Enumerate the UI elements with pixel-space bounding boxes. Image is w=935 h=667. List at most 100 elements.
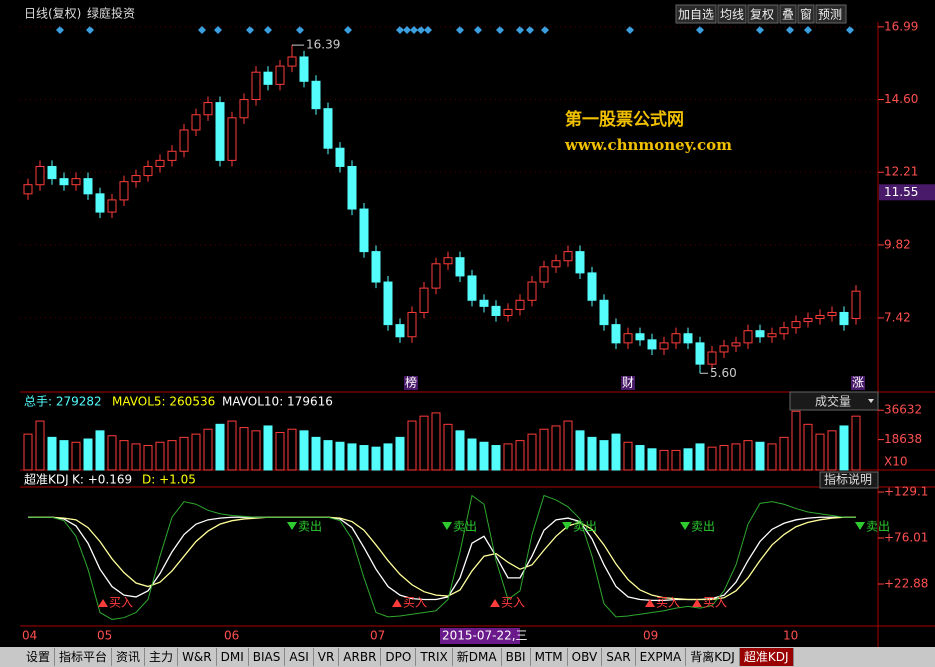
event-diamond xyxy=(410,26,418,34)
event-diamond xyxy=(56,26,64,34)
candle-body xyxy=(659,342,669,350)
indicator-tab[interactable]: BIAS xyxy=(249,648,286,666)
event-diamond xyxy=(417,26,425,34)
event-tag-bg xyxy=(621,376,635,390)
header-button[interactable]: 均线 xyxy=(720,8,744,22)
volume-bar xyxy=(119,440,129,471)
volume-bar xyxy=(83,438,93,471)
header-button[interactable]: 叠 xyxy=(782,8,794,22)
indicator-tab[interactable]: 主力 xyxy=(145,648,179,666)
candle-body xyxy=(491,305,501,316)
indicator-tab[interactable]: 设置 xyxy=(22,648,56,666)
volume-bar xyxy=(635,445,645,471)
volume-bar xyxy=(287,428,297,471)
header-button-bg xyxy=(675,4,717,24)
indicator-tab[interactable]: SAR xyxy=(602,648,636,666)
candle-body xyxy=(623,333,633,344)
volume-bar xyxy=(647,448,657,471)
event-tag-bg xyxy=(851,376,865,390)
kdj-k: K: +0.169 xyxy=(72,473,132,487)
candle-body xyxy=(47,165,57,180)
candle-body xyxy=(407,311,417,338)
volume-bar xyxy=(299,430,309,471)
volume-bar xyxy=(779,436,789,471)
volume-bar xyxy=(191,433,201,471)
volume-bar xyxy=(479,441,489,471)
volume-bar xyxy=(467,438,477,471)
volume-bar xyxy=(767,443,777,471)
candle-body xyxy=(419,287,429,313)
candle-body xyxy=(191,114,201,131)
indicator-tab[interactable]: EXPMA xyxy=(636,648,687,666)
volume-bar xyxy=(563,420,573,471)
event-tag: 榜 xyxy=(405,375,417,390)
header-button[interactable]: 预测 xyxy=(818,8,842,22)
buy-arrow xyxy=(392,599,402,607)
volume-bar xyxy=(347,443,357,471)
volume-bar xyxy=(827,430,837,471)
indicator-tab[interactable]: MTM xyxy=(531,648,568,666)
buy-label: 买入 xyxy=(703,596,727,610)
indicator-tab[interactable]: TRIX xyxy=(416,648,453,666)
watermark-url: www.chnmoney.com xyxy=(564,136,732,154)
price-tick-label: 12.21 xyxy=(884,165,918,179)
candle-body xyxy=(23,184,33,195)
candle-body xyxy=(515,299,525,310)
indicator-tab[interactable]: 新DMA xyxy=(453,648,502,666)
indicator-tab[interactable]: ASI xyxy=(285,648,314,666)
candle-body xyxy=(707,351,717,365)
event-diamond xyxy=(424,26,432,34)
candle-body xyxy=(551,260,561,268)
volume-bar xyxy=(23,433,33,471)
candle-body xyxy=(155,159,165,167)
event-diamond xyxy=(456,26,464,34)
candle-body xyxy=(683,333,693,344)
volume-bar xyxy=(215,423,225,471)
volume-bar xyxy=(251,430,261,471)
volume-bar xyxy=(731,443,741,471)
candle-body xyxy=(323,108,333,149)
volume-bar xyxy=(275,431,285,471)
candle-body xyxy=(371,251,381,283)
event-diamond xyxy=(296,26,304,34)
candle-body xyxy=(599,299,609,326)
event-diamond xyxy=(474,26,482,34)
event-diamond xyxy=(804,26,812,34)
volume-bar xyxy=(527,433,537,471)
candle-body xyxy=(695,342,705,365)
indicator-help[interactable]: 指标说明 xyxy=(824,472,872,487)
volume-bar xyxy=(791,410,801,471)
indicator-tab[interactable]: 指标平台 xyxy=(55,648,113,666)
header-button[interactable]: 加自选 xyxy=(678,8,714,22)
sell-arrow xyxy=(562,522,572,530)
indicator-tab[interactable]: OBV xyxy=(568,648,603,666)
volume-bar xyxy=(227,420,237,471)
candle-body xyxy=(227,117,237,161)
header-button[interactable]: 复权 xyxy=(750,8,774,22)
indicator-tab[interactable]: DMI xyxy=(217,648,249,666)
indicator-selector[interactable]: 成交量 xyxy=(815,394,851,409)
event-diamond xyxy=(86,26,94,34)
event-diamond xyxy=(526,26,534,34)
candle-body xyxy=(335,147,345,167)
indicator-tab[interactable]: 背离KDJ xyxy=(686,648,740,666)
header-button[interactable]: 窗 xyxy=(800,8,812,22)
indicator-tab[interactable]: BBI xyxy=(502,648,531,666)
buy-label: 买入 xyxy=(656,596,680,610)
indicator-tab[interactable]: 资讯 xyxy=(112,648,146,666)
indicator-tab[interactable]: ARBR xyxy=(339,648,382,666)
volume-tick-label: 18638 xyxy=(884,432,922,446)
indicator-tab[interactable]: W&R xyxy=(178,648,217,666)
volume-bar xyxy=(311,436,321,471)
event-diamond xyxy=(198,26,206,34)
volume-bar xyxy=(323,440,333,471)
cursor-date: 2015-07-22,三 xyxy=(442,629,528,643)
indicator-tab[interactable]: VR xyxy=(314,648,340,666)
bottom-tabs: 设置 指标平台 资讯 主力 W&R DMI BIAS ASI VR ARBR DPO TRIX 新DMA… xyxy=(0,647,935,667)
current-price-box xyxy=(879,184,935,201)
indicator-tab[interactable]: 超准KDJ xyxy=(739,648,794,666)
indicator-tab[interactable]: DPO xyxy=(381,648,417,666)
header-button-bg xyxy=(717,4,747,24)
volume-bar xyxy=(47,436,57,471)
volume-bar xyxy=(371,446,381,471)
